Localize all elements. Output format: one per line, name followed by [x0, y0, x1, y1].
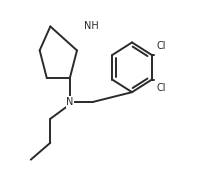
Text: Cl: Cl: [156, 83, 166, 93]
Text: NH: NH: [84, 21, 99, 32]
Text: Cl: Cl: [156, 41, 166, 51]
Text: N: N: [66, 97, 74, 107]
